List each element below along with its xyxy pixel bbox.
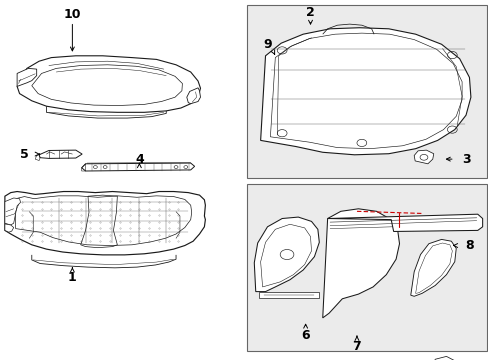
Polygon shape (5, 198, 20, 225)
Polygon shape (254, 217, 319, 292)
Text: 9: 9 (263, 39, 272, 51)
Polygon shape (17, 56, 200, 112)
Text: 10: 10 (63, 8, 81, 21)
Polygon shape (17, 68, 37, 86)
Polygon shape (431, 356, 454, 360)
Text: 4: 4 (135, 153, 143, 166)
Text: 5: 5 (20, 148, 29, 161)
Polygon shape (413, 150, 433, 164)
Text: 6: 6 (301, 329, 309, 342)
Text: 7: 7 (352, 340, 361, 353)
Polygon shape (259, 292, 319, 298)
Text: 8: 8 (464, 239, 473, 252)
Bar (246, 5, 486, 178)
Polygon shape (5, 192, 205, 255)
Text: 3: 3 (462, 153, 470, 166)
Bar (246, 184, 486, 351)
Text: 1: 1 (68, 271, 77, 284)
Polygon shape (81, 163, 194, 171)
Polygon shape (410, 239, 455, 296)
Text: 2: 2 (305, 6, 314, 19)
Polygon shape (322, 209, 399, 318)
Polygon shape (327, 214, 482, 231)
Polygon shape (260, 28, 470, 155)
Polygon shape (5, 224, 14, 232)
Polygon shape (39, 150, 82, 158)
Polygon shape (186, 88, 200, 104)
